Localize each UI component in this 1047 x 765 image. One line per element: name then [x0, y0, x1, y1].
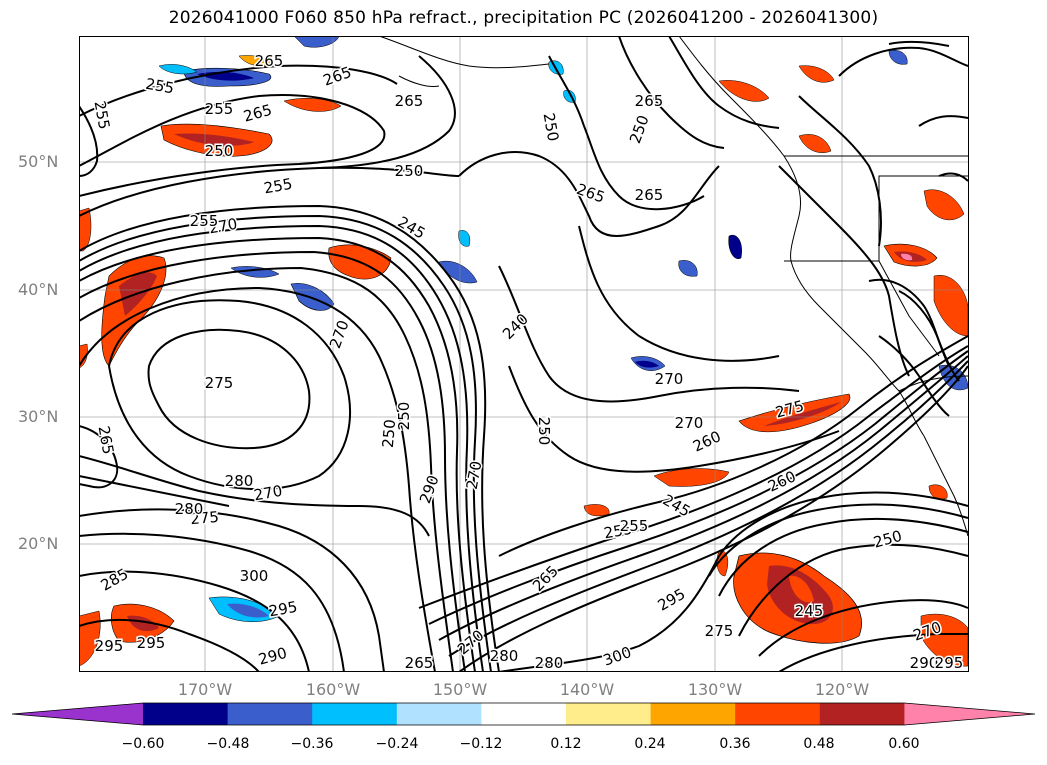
contour-label: 265 — [95, 424, 118, 455]
colorbar-tick: −0.60 — [121, 736, 165, 752]
lon-label-160w: 160°W — [305, 680, 361, 699]
lon-label-120w: 120°W — [814, 680, 870, 699]
contour-label: 275 — [205, 374, 234, 392]
contour-label: 290 — [257, 644, 289, 669]
contour-label: 270 — [252, 482, 283, 505]
colorbar-outline — [11, 702, 1036, 726]
lon-label-150w: 150°W — [432, 680, 488, 699]
lat-label-20n: 20°N — [18, 534, 59, 553]
colorbar-tick: 0.36 — [719, 736, 751, 752]
colorbar-segments — [11, 702, 1036, 726]
contour-label: 265 — [529, 562, 562, 595]
colorbar-tick: 0.60 — [888, 736, 920, 752]
colorbar-tick: 0.12 — [550, 736, 582, 752]
contour-label: 250 — [626, 113, 653, 146]
colorbar-tick: −0.12 — [459, 736, 503, 752]
colorbar-tick: 0.24 — [634, 736, 666, 752]
lat-label-30n: 30°N — [18, 407, 59, 426]
contour-label: 280 — [490, 647, 519, 665]
colorbar-segment — [481, 703, 567, 725]
colorbar-tick: 0.48 — [803, 736, 835, 752]
contour-label: 300 — [601, 643, 634, 670]
contour-label: 265 — [242, 101, 274, 126]
contour-label: 270 — [675, 414, 704, 432]
contour-label: 300 — [240, 567, 269, 585]
colorbar-extend-high — [904, 703, 1035, 725]
contour-label: 250 — [395, 402, 413, 431]
colorbar-segment — [650, 703, 736, 725]
contour-label: 295 — [95, 637, 124, 655]
colorbar-segment — [566, 703, 652, 725]
precipitation-shading — [79, 36, 969, 667]
colorbar-segment — [819, 703, 905, 725]
contour-label: 295 — [935, 654, 964, 672]
contour-label: 270 — [655, 370, 684, 388]
lon-label-130w: 130°W — [687, 680, 743, 699]
colorbar-tick: −0.36 — [290, 736, 334, 752]
colorbar-extend-low — [12, 703, 143, 725]
colorbar-segment — [227, 703, 313, 725]
contour-label: 250 — [540, 111, 563, 142]
contour-label: 295 — [137, 634, 166, 652]
lat-label-50n: 50°N — [18, 152, 59, 171]
colorbar-segment — [143, 703, 229, 725]
lon-label-140w: 140°W — [559, 680, 615, 699]
contour-label: 280 — [225, 472, 254, 490]
contour-label: 250 — [379, 419, 399, 449]
contour-label: 275 — [190, 508, 220, 528]
contour-label: 290 — [416, 473, 443, 506]
colorbar-segment — [312, 703, 398, 725]
contour-label: 295 — [267, 598, 298, 621]
contour-label: 265 — [255, 52, 284, 70]
contour-label: 285 — [98, 565, 132, 595]
contour-label: 265 — [574, 180, 607, 207]
contour-label: 260 — [765, 467, 799, 495]
contour-label: 255 — [620, 517, 649, 535]
contour-label: 280 — [535, 654, 564, 672]
refractivity-contours — [79, 36, 969, 672]
colorbar-segment — [735, 703, 821, 725]
contour-label: 265 — [635, 92, 664, 110]
contour-label: 270 — [326, 318, 353, 351]
contour-label: 255 — [190, 212, 219, 230]
contour-label: 280 — [175, 500, 204, 518]
contour-label: 255 — [262, 175, 293, 198]
contour-label: 265 — [405, 654, 434, 672]
contour-label: 270 — [207, 215, 238, 238]
contour-label: 290 — [910, 654, 939, 672]
contour-label: 295 — [655, 585, 689, 615]
contour-label: 250 — [872, 527, 904, 552]
coastlines — [378, 36, 969, 537]
map-panel: 265 265 255 265 265 250 255 250 250 255 265 265 255 2… — [79, 36, 969, 672]
colorbar-segment — [396, 703, 482, 725]
contour-label: 265 — [635, 186, 664, 204]
contour-label: 250 — [535, 417, 553, 446]
contour-label: 255 — [205, 100, 234, 118]
contour-label: 245 — [795, 602, 824, 620]
colorbar-tick: −0.48 — [206, 736, 250, 752]
contour-label: 275 — [705, 622, 734, 640]
lat-label-40n: 40°N — [18, 280, 59, 299]
contour-label: 240 — [499, 310, 532, 343]
contour-label: 265 — [395, 92, 424, 110]
contour-label: 255 — [91, 99, 114, 130]
map-title: 2026041000 F060 850 hPa refract., precip… — [168, 8, 879, 28]
lon-label-170w: 170°W — [177, 680, 233, 699]
contour-label: 250 — [205, 142, 234, 160]
colorbar-tick: −0.24 — [375, 736, 419, 752]
contour-label: 250 — [395, 162, 424, 180]
contour-label: 255 — [144, 75, 175, 98]
